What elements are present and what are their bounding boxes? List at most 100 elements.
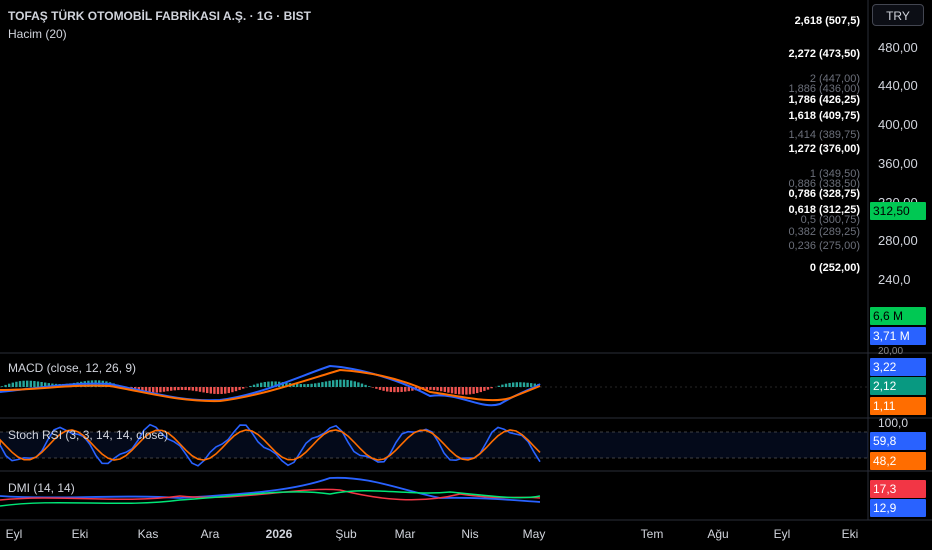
macd-histogram-bar [303, 384, 306, 387]
macd-histogram-bar [141, 387, 144, 393]
fib-level-label: 1,618 (409,75) [788, 110, 860, 122]
macd-histogram-bar [468, 387, 472, 395]
volume-axis-cut-label: 20,00 [878, 346, 904, 357]
macd-histogram-bar [173, 387, 176, 391]
fib-level-label: 2,272 (473,50) [788, 48, 860, 60]
macd-histogram-bar [260, 382, 263, 387]
macd-histogram-bar [238, 387, 241, 390]
macd-histogram-bar [479, 387, 482, 393]
macd-histogram-bar [339, 379, 342, 387]
macd-histogram-bar [497, 385, 500, 387]
macd-histogram-bar [461, 387, 464, 395]
macd-histogram-bar [242, 387, 245, 389]
currency-button[interactable]: TRY [872, 4, 924, 26]
volume-current-badge: 6,6 M [870, 307, 926, 325]
macd-histogram-bar [18, 381, 22, 387]
macd-histogram-bar [526, 382, 529, 387]
time-axis-label: Kas [137, 527, 159, 541]
macd-histogram-bar [47, 383, 50, 387]
price-axis-label: 280,00 [878, 233, 918, 248]
macd-histogram-bar [252, 384, 256, 387]
volume-indicator-label[interactable]: Hacim (20) [8, 27, 67, 41]
macd-histogram-bar [184, 387, 187, 391]
macd-histogram-bar [155, 387, 158, 393]
macd-histogram-bar [180, 387, 184, 390]
macd-histogram-bar [490, 387, 493, 389]
macd-histogram-bar [310, 383, 313, 387]
macd-histogram-bar [411, 387, 414, 391]
dmi-adx-badge: 12,9 [870, 499, 926, 517]
macd-label[interactable]: MACD (close, 12, 26, 9) [8, 361, 137, 375]
time-axis-label: Mar [394, 527, 416, 541]
macd-histogram-bar [400, 387, 403, 392]
macd-histogram-bar [231, 387, 234, 393]
macd-histogram-bar [328, 380, 331, 387]
time-axis-label: Ara [200, 527, 220, 541]
time-axis-label: Nis [461, 527, 479, 541]
macd-histogram-bar [332, 380, 335, 387]
price-axis-label: 400,00 [878, 117, 918, 132]
price-axis-label: 440,00 [878, 78, 918, 93]
macd-histogram-bar [378, 387, 382, 390]
macd-histogram-bar [407, 387, 410, 392]
macd-histogram-bar [371, 387, 374, 388]
macd-histogram-bar [346, 379, 349, 387]
macd-histogram-bar [375, 387, 378, 389]
macd-histogram-bar [314, 383, 317, 387]
macd-histogram-bar [29, 380, 32, 387]
macd-histogram-bar [357, 382, 360, 387]
macd-histogram-bar [170, 387, 173, 391]
macd-histogram-bar [364, 384, 367, 387]
fib-level-label: 0,886 (338,50) [788, 178, 860, 190]
macd-histogram-bar [317, 382, 320, 387]
macd-histogram-bar [188, 387, 191, 391]
macd-histogram-bar [299, 384, 302, 387]
macd-histogram-bar [166, 387, 169, 392]
macd-histogram-bar [450, 387, 454, 394]
macd-histogram-bar [454, 387, 457, 394]
time-axis-label: May [522, 527, 546, 541]
macd-histogram-bar [465, 387, 468, 395]
macd-histogram-bar [440, 387, 443, 392]
fib-level-label: 0,786 (328,75) [788, 188, 860, 200]
stoch-rsi-label[interactable]: Stoch RSI (3, 3, 14, 14, close) [8, 428, 169, 442]
macd-histogram-bar [296, 383, 299, 387]
macd-histogram-bar [162, 387, 166, 392]
macd-histogram-bar [213, 387, 216, 394]
macd-histogram-bar [458, 387, 461, 395]
macd-histogram-bar [533, 383, 536, 387]
dmi-label[interactable]: DMI (14, 14) [8, 481, 75, 495]
macd-histogram-bar [432, 387, 436, 391]
stoch-axis-top-label: 100,0 [878, 416, 909, 430]
price-axis-label: 360,00 [878, 156, 918, 171]
dmi-plus-line [0, 490, 541, 507]
macd-histogram-bar [522, 382, 526, 387]
symbol-title[interactable]: TOFAŞ TÜRK OTOMOBİL FABRİKASI A.Ş. · 1G … [8, 9, 311, 23]
time-axis-label: Eyl [773, 527, 791, 541]
stoch-d-badge: 48,2 [870, 452, 926, 470]
fib-level-label: 2,618 (507,5) [794, 15, 860, 27]
macd-histogram-bar [144, 387, 148, 393]
macd-histogram-bar [4, 384, 7, 387]
macd-histogram-bar [8, 383, 11, 387]
fib-level-label: 1,886 (436,00) [788, 83, 860, 95]
macd-histogram-bar [177, 387, 180, 391]
dmi-minus-badge: 17,3 [870, 480, 926, 498]
macd-histogram-bar [350, 380, 353, 387]
fib-level-label: 0,382 (289,25) [788, 226, 860, 238]
time-axis-label: 2026 [265, 527, 293, 541]
macd-histogram-bar [0, 386, 4, 387]
macd-histogram-bar [504, 383, 508, 387]
macd-value-badge: 3,22 [870, 358, 926, 376]
macd-histogram-bar [512, 382, 515, 387]
time-axis-label: Ağu [707, 527, 729, 541]
main-pane-bg [0, 0, 868, 353]
macd-histogram-bar [249, 385, 252, 387]
macd-histogram-bar [483, 387, 486, 391]
macd-histogram-bar [195, 387, 198, 392]
time-axis-label: Eyl [5, 527, 23, 541]
macd-histogram-bar [389, 387, 392, 392]
macd-histogram-bar [152, 387, 155, 393]
macd-histogram-bar [306, 384, 310, 387]
